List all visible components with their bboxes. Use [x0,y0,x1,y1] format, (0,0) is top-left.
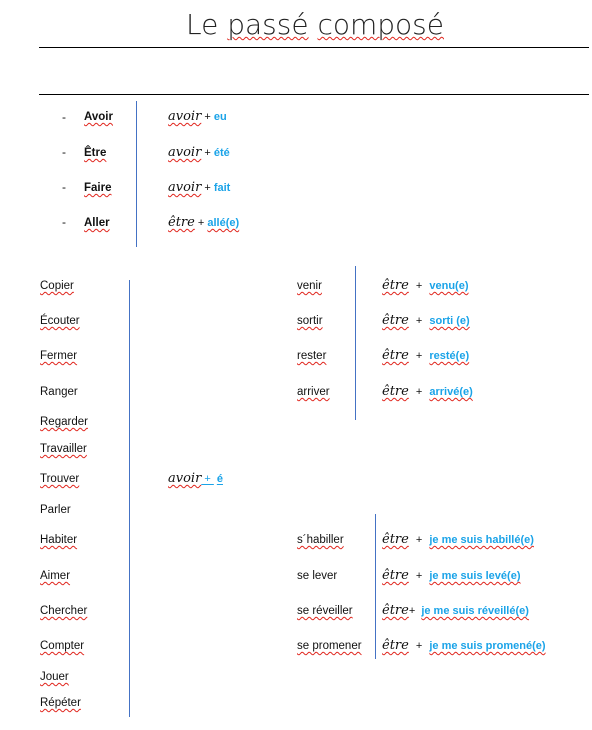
bullet-dash: - [62,145,66,159]
participle: sorti (e) [429,315,470,327]
reflexive-verb: s´habiller [297,534,344,546]
irregular-conjugation: avoir + eu [168,109,227,124]
plus-sign: + [201,111,214,123]
reflexive-conjugation: être + je me suis habillé(e) [382,532,534,547]
page-title: Le passé composé [0,8,592,41]
title-word-compose: composé [317,8,444,41]
er-verb: Copier [40,280,74,292]
er-verb: Travailler [40,443,87,455]
irregular-conjugation: avoir + fait [168,180,230,195]
auxiliary: avoir [168,145,202,160]
er-verb: Répéter [40,697,81,709]
auxiliary: avoir [168,180,202,195]
plus-sign: + [412,640,426,652]
auxiliary: avoir [168,109,202,124]
er-verbs-divider [129,280,130,717]
plus-sign: + [412,570,426,582]
irregular-verb: Aller [84,217,110,229]
irregular-divider [136,101,137,247]
er-verb: Parler [40,504,71,516]
plus-sign: + [194,217,208,229]
auxiliary: être [382,278,409,293]
section-divider [39,94,589,95]
irregular-conjugation: avoir + été [168,145,230,160]
auxiliary: être [382,603,409,618]
er-rule: avoir + é [168,471,223,486]
reflexive-verbs-divider [375,514,376,659]
participle: je me suis levé(e) [429,570,521,582]
etre-conjugation: être + arrivé(e) [382,384,473,399]
bullet-dash: - [62,180,66,194]
er-verb: Habiter [40,534,78,546]
irregular-verb: Faire [84,182,112,194]
er-verb: Fermer [40,350,78,362]
er-verb: Écouter [40,315,80,327]
participle: allé(e) [207,217,240,229]
er-verb: Trouver [40,473,80,485]
auxiliary: être [382,568,409,583]
etre-verb: sortir [297,315,323,327]
etre-verbs-divider [355,266,356,420]
reflexive-verb: se lever [297,570,338,582]
auxiliary: être [382,638,409,653]
reflexive-verb: se réveiller [297,605,353,617]
participle: resté(e) [429,350,470,362]
participle: eu [213,111,227,123]
auxiliary: être [168,215,195,230]
etre-conjugation: être + venu(e) [382,278,469,293]
auxiliary: être [382,313,409,328]
etre-verb: arriver [297,386,330,398]
etre-verb: venir [297,280,322,292]
title-word-passe: passé [227,8,309,41]
irregular-conjugation: être + allé(e) [168,215,239,230]
reflexive-conjugation: être + je me suis promené(e) [382,638,546,653]
er-verb: Jouer [40,671,69,683]
reflexive-verb: se promener [297,640,362,652]
etre-verb: rester [297,350,327,362]
er-verb: Regarder [40,416,88,428]
er-verb: Ranger [40,386,78,398]
participle: venu(e) [429,280,469,292]
title-word-le: Le [185,8,228,41]
plus-sign: + [412,315,426,327]
plus-sign: + [201,147,214,159]
er-verb: Aimer [40,570,71,582]
reflexive-conjugation: être + je me suis levé(e) [382,568,520,583]
participle: je me suis réveillé(e) [421,605,529,617]
er-verb: Chercher [40,605,88,617]
plus-sign: + [412,350,426,362]
participle: fait [213,182,231,194]
irregular-verb: Être [84,147,107,159]
plus-sign: + [412,534,426,546]
bullet-dash: - [62,110,66,124]
etre-conjugation: être + sorti (e) [382,313,470,328]
auxiliary: être [382,532,409,547]
etre-conjugation: être + resté(e) [382,348,469,363]
reflexive-conjugation: être+ je me suis réveillé(e) [382,603,529,618]
plus-sign: + [412,386,426,398]
er-verb: Compter [40,640,85,652]
plus-sign: + [408,605,419,617]
bullet-dash: - [62,215,66,229]
plus-sign: + [412,280,426,292]
auxiliary: être [382,348,409,363]
participle: été [213,147,230,159]
participle: arrivé(e) [429,386,473,398]
auxiliary: avoir [168,471,202,486]
title-underline [39,47,589,48]
ending: é [216,473,223,485]
plus-sign: + [201,473,214,485]
irregular-verb: Avoir [84,111,113,123]
participle: je me suis habillé(e) [429,534,534,546]
auxiliary: être [382,384,409,399]
participle: je me suis promené(e) [429,640,546,652]
plus-sign: + [201,182,214,194]
